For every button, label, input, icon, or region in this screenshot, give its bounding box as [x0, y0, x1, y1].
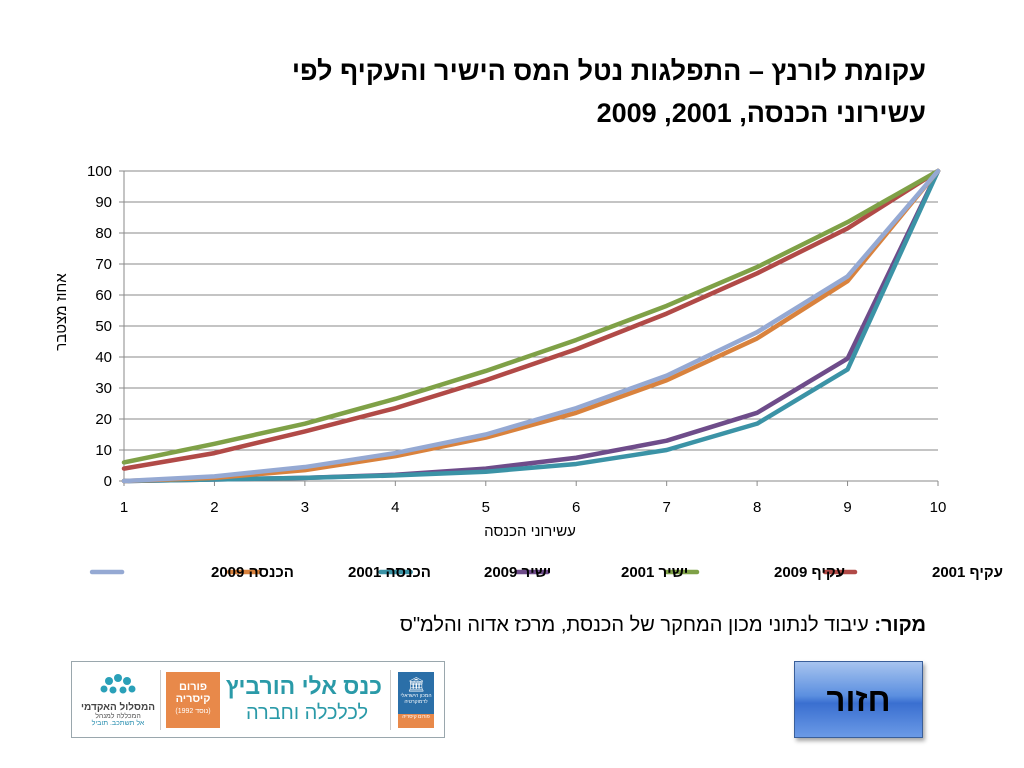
conference-line2: לכלכלה וחברה [245, 702, 369, 724]
x-tick-label: 9 [843, 499, 851, 516]
source-text: עיבוד לנתוני מכון המחקר של הכנסת, מרכז א… [399, 614, 875, 636]
forum-line3: (נוסד 1992) [175, 708, 211, 715]
y-tick-label: 80 [95, 225, 112, 242]
series-line-1 [121, 168, 941, 471]
legend-label-3: ישיר 2001 [621, 564, 688, 581]
series-line-4 [121, 168, 941, 484]
academic-sub: המכללה למנהל [95, 713, 141, 720]
x-tick-label: 3 [301, 499, 309, 516]
slide-title-line1: עקומת לורנץ – התפלגות נטל המס הישיר והעק… [291, 56, 926, 86]
x-tick-label: 8 [753, 499, 761, 516]
legend-label-1: עקיף 2001 [932, 564, 1003, 581]
legend-label-2: עקיף 2009 [774, 564, 845, 581]
slide-title: עקומת לורנץ – התפלגות נטל המס הישיר והעק… [166, 50, 926, 134]
y-axis-label: אחוז מצטבר [53, 273, 70, 351]
y-tick-label: 10 [95, 442, 112, 459]
x-tick-label: 1 [120, 499, 128, 516]
x-tick-label: 6 [572, 499, 580, 516]
academic-college-logo: המסלול האקדמי המכללה למנהל אל תשתכב. תוב… [78, 668, 158, 732]
source-note: מקור: עיבוד לנתוני מכון המחקר של הכנסת, … [400, 614, 926, 637]
y-tick-label: 60 [95, 287, 112, 304]
y-tick-label: 0 [104, 473, 112, 490]
x-tick-label: 4 [391, 499, 399, 516]
legend-label-4: ישיר 2009 [484, 564, 551, 581]
dots-emblem-icon [100, 674, 136, 694]
y-tick-label: 30 [95, 380, 112, 397]
building-icon: 🏛 [407, 676, 425, 692]
academic-name: המסלול האקדמי [81, 702, 155, 713]
lorenz-chart: 0 10 20 30 40 50 60 70 80 90 100 1 2 3 4 5 6 7 8 9 10 עקיף 2… [53, 163, 1003, 581]
forum-line2: קיסריה [175, 693, 211, 705]
x-tick-label: 2 [210, 499, 218, 516]
back-button[interactable]: חזור [794, 661, 923, 738]
institute-line2: פורום קיסריה [398, 714, 434, 728]
y-tick-label: 100 [87, 163, 112, 180]
chart-series [121, 168, 941, 484]
chart-grid [124, 170, 938, 451]
chart-axes: 0 10 20 30 40 50 60 70 80 90 100 1 2 3 4 5 6 7 8 9 10 [87, 163, 946, 516]
legend-label-5: הכנסה 2001 [348, 564, 431, 581]
x-axis-label: עשירוני הכנסה [484, 523, 576, 540]
conference-line1: כנס אלי הורביץ [225, 673, 382, 699]
logo-divider [160, 670, 161, 730]
x-tick-label: 10 [930, 499, 947, 516]
slide-title-line2: עשירוני הכנסה, 2001, 2009 [596, 98, 926, 128]
conference-logo: כנס אלי הורביץ לכלכלה וחברה [225, 672, 382, 726]
forum-line1: פורום [178, 681, 208, 693]
logo-divider [390, 670, 391, 730]
x-tick-label: 7 [662, 499, 670, 516]
academic-tag: אל תשתכב. תוביל [91, 720, 145, 727]
source-label: מקור: [874, 614, 926, 636]
sponsor-logos: המסלול האקדמי המכללה למנהל אל תשתכב. תוב… [71, 661, 445, 738]
series-line-5 [121, 168, 941, 484]
y-tick-label: 70 [95, 256, 112, 273]
y-tick-label: 90 [95, 194, 112, 211]
democracy-institute-logo: 🏛 המכון הישראלי לדמוקרטיה פורום קיסריה [398, 672, 434, 728]
series-line-2 [121, 168, 941, 465]
caesarea-forum-logo: פורום קיסריה (נוסד 1992) [166, 672, 220, 728]
y-tick-label: 20 [95, 411, 112, 428]
y-tick-label: 40 [95, 349, 112, 366]
institute-line1: המכון הישראלי לדמוקרטיה [400, 693, 432, 705]
legend-label-6: הכנסה 2009 [211, 564, 294, 581]
x-tick-label: 5 [482, 499, 490, 516]
chart-legend: עקיף 2001 עקיף 2009 ישיר 2001 ישיר 2009 הכנס… [89, 564, 1003, 581]
y-tick-label: 50 [95, 318, 112, 335]
series-line-6 [121, 168, 941, 484]
